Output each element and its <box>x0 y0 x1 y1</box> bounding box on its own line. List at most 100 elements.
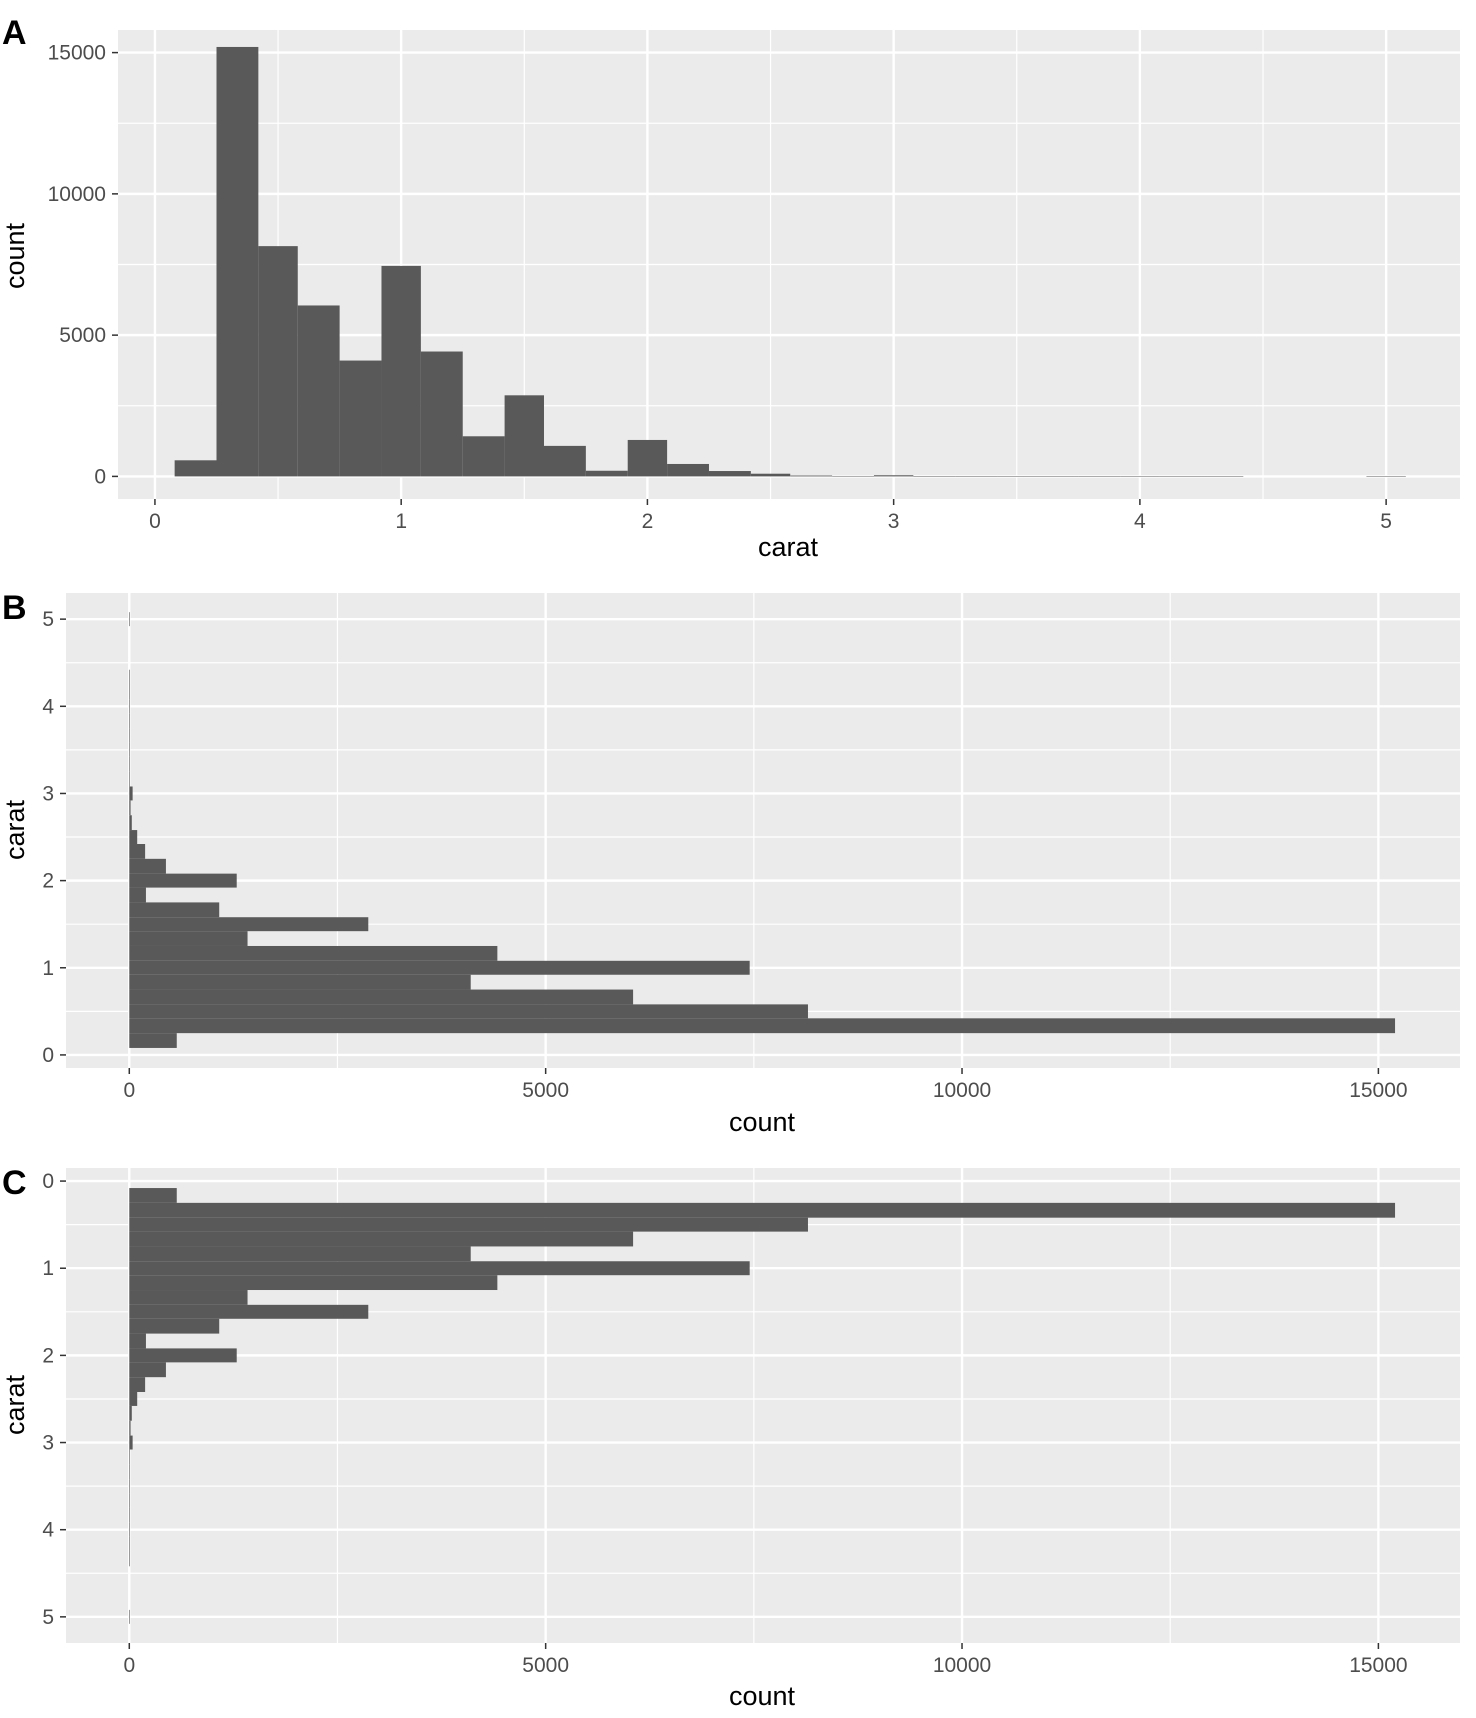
y-tick-label: 5 <box>42 608 54 631</box>
histogram-bar <box>129 1217 808 1232</box>
panel-c: C 0 5000 10000 15000 0 1 2 3 4 5 count carat <box>0 1164 1460 1711</box>
histogram-bar <box>129 800 131 816</box>
panel-c-y-axis-title: carat <box>0 1374 30 1435</box>
histogram-bar <box>585 470 628 477</box>
histogram-bar <box>129 1231 634 1247</box>
x-tick-label: 10000 <box>933 1654 991 1677</box>
y-tick-label: 2 <box>42 1344 54 1367</box>
histogram-bar <box>832 475 874 477</box>
histogram-bar <box>129 1435 133 1450</box>
histogram-bar <box>129 1188 177 1203</box>
histogram-bar <box>129 771 130 787</box>
histogram-bar <box>129 917 369 932</box>
histogram-bar <box>129 945 498 961</box>
y-tick-label: 1 <box>42 957 54 980</box>
histogram-bar <box>129 902 220 918</box>
x-tick-label: 3 <box>888 510 900 533</box>
panel-b: B 0 5000 10000 15000 0 1 2 3 4 5 count carat <box>0 589 1460 1137</box>
panel-b-x-axis-title: count <box>729 1107 796 1137</box>
y-tick-label: 5 <box>42 1606 54 1629</box>
histogram-bar <box>1078 476 1121 477</box>
panel-c-x-axis-title: count <box>729 1681 796 1711</box>
x-tick-label: 5000 <box>522 1654 569 1677</box>
histogram-bar <box>129 830 138 845</box>
y-tick-label: 0 <box>42 1170 54 1193</box>
panel-a-tag: A <box>2 14 27 52</box>
histogram-bar <box>129 1464 130 1480</box>
histogram-bar <box>913 476 956 477</box>
histogram-bar <box>129 1609 130 1624</box>
histogram-bar <box>129 742 130 757</box>
histogram-bar <box>129 989 634 1005</box>
histogram-bar <box>129 786 133 801</box>
histogram-bar <box>1159 476 1202 477</box>
x-tick-label: 0 <box>123 1654 135 1677</box>
histogram-bar <box>129 931 248 946</box>
histogram-bar <box>129 1377 146 1392</box>
y-tick-label: 3 <box>42 1432 54 1455</box>
histogram-bar <box>129 1493 130 1508</box>
histogram-bar <box>129 1275 498 1291</box>
x-tick-label: 1 <box>395 510 407 533</box>
x-tick-label: 5 <box>1380 510 1392 533</box>
histogram-bar <box>543 445 586 477</box>
histogram-bar <box>129 1290 248 1305</box>
y-tick-label: 4 <box>42 695 54 718</box>
histogram-bar <box>627 439 668 477</box>
y-tick-label: 0 <box>42 1044 54 1067</box>
panel-a: A 0 1 2 3 4 5 0 5000 10000 15000 carat count <box>0 14 1460 562</box>
x-tick-label: 15000 <box>1349 1654 1407 1677</box>
histogram-bar <box>129 1420 131 1436</box>
histogram-bar <box>129 1405 132 1421</box>
histogram-bar <box>129 1033 177 1048</box>
panel-c-tag: C <box>2 1164 27 1202</box>
histogram-bar <box>129 974 471 990</box>
histogram-bar <box>873 475 914 477</box>
histogram-bar <box>129 1304 369 1319</box>
histogram-bar <box>750 473 791 477</box>
y-tick-label: 10000 <box>48 183 106 206</box>
x-tick-label: 4 <box>1134 510 1146 533</box>
histogram-bar <box>129 1004 808 1019</box>
panel-b-y-axis-title: carat <box>0 799 30 860</box>
histogram-bar <box>1120 476 1160 477</box>
histogram-bar <box>129 1362 166 1378</box>
histogram-bar <box>129 1551 130 1567</box>
histogram-bar <box>129 887 146 903</box>
histogram-bar <box>129 1318 220 1334</box>
histogram-bar <box>129 1246 471 1262</box>
panel-a-x-axis-title: carat <box>758 532 819 562</box>
histogram-bar <box>129 1536 130 1552</box>
histogram-bar <box>258 246 298 477</box>
histogram-bar <box>129 1202 1396 1218</box>
histogram-bar <box>129 1391 138 1406</box>
y-tick-label: 1 <box>42 1257 54 1280</box>
panel-b-ticks: 0 5000 10000 15000 0 1 2 3 4 5 <box>42 608 1407 1102</box>
panel-a-y-axis-title: count <box>0 222 30 289</box>
histogram-bar <box>1201 476 1244 477</box>
histogram-bar <box>129 1449 130 1465</box>
histogram-bar <box>667 463 709 477</box>
histogram-bar <box>129 699 130 714</box>
panel-c-ticks: 0 5000 10000 15000 0 1 2 3 4 5 <box>42 1170 1407 1677</box>
histogram-bar <box>997 476 1037 477</box>
y-tick-label: 2 <box>42 870 54 893</box>
x-tick-label: 0 <box>149 510 161 533</box>
x-tick-label: 5000 <box>522 1079 569 1102</box>
histogram-bar <box>129 612 130 627</box>
y-tick-label: 0 <box>94 465 106 488</box>
histogram-bar <box>129 669 130 685</box>
histogram-bar <box>129 713 130 729</box>
x-tick-label: 2 <box>642 510 654 533</box>
x-tick-label: 15000 <box>1349 1079 1407 1102</box>
histogram-bar <box>420 351 463 477</box>
histogram-bar <box>129 728 130 743</box>
x-tick-label: 10000 <box>933 1079 991 1102</box>
histogram-bar <box>790 475 833 477</box>
histogram-bar <box>129 1261 750 1276</box>
y-tick-label: 3 <box>42 782 54 805</box>
histogram-bar <box>216 46 259 477</box>
histogram-bar <box>129 1018 1396 1034</box>
histogram-bar <box>129 1348 237 1363</box>
histogram-bar <box>129 1479 130 1494</box>
